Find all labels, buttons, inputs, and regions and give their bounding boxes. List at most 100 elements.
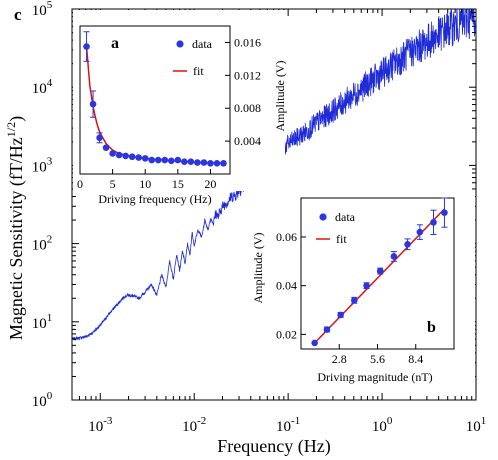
main-y-tick-label: 103 [32,155,53,175]
inset-b-label: b [427,319,436,336]
inset-a-data-point [96,134,103,142]
inset-a-data-point [174,156,182,164]
inset-a-legend-data-marker [176,40,184,48]
main-x-tick-base: 10 [372,419,387,435]
inset-a-data-point [220,160,227,167]
inset-b-data-point [430,219,437,226]
main-y-tick-label: 100 [32,390,53,410]
main-y-axis-label-text: Magnetic Sensitivity (fT/Hz [6,137,27,340]
inset-a-data-point [141,155,149,162]
inset-b-background [250,192,475,390]
main-y-axis-label: Magnetic Sensitivity (fT/Hz1/2) [4,116,27,340]
main-y-axis-label-sup: 1/2 [4,122,18,137]
inset-b-x-tick-label: 8.4 [408,352,423,366]
main-y-tick-base: 10 [32,316,47,332]
main-y-tick-exp: 2 [47,234,53,246]
inset-a-data-point [168,157,175,165]
inset-a-data-point [115,151,123,159]
inset-b-data-point [323,326,331,333]
inset-a-data-point [200,159,208,166]
main-y-tick-base: 10 [32,394,47,410]
inset-a-x-axis-label: Driving frequency (Hz) [98,192,211,206]
inset-a-ticks: 0 5 10 15 20 0.004 0.008 0.012 0.016 [77,35,261,191]
main-y-tick-exp: 5 [47,0,53,11]
inset-b-data-point [311,339,318,347]
inset-b-data-point [350,296,358,304]
inset-a-plot-frame [79,25,231,175]
inset-b-data-point [363,282,370,289]
inset-a-y-axis-label: Amplitude (V) [273,61,287,132]
inset-a-data-point [181,158,188,165]
inset-a-x-tick-label: 5 [110,177,116,191]
main-x-tick-exp: -2 [197,415,206,427]
inset-a-y-tick-label: 0.012 [234,68,261,82]
main-x-tick-label: 10-2 [182,415,206,435]
main-y-tick-base: 10 [32,238,47,254]
inset-a-data-point [161,156,169,164]
inset-b-legend-data-label: data [335,210,356,224]
main-x-tick-exp: -1 [291,415,300,427]
inset-a-data-point [148,156,156,164]
inset-a-y-tick-label: 0.004 [234,134,261,148]
inset-a-data-point [109,150,116,157]
main-x-tick-label: 101 [466,415,487,435]
main-x-axis-label: Frequency (Hz) [217,436,330,457]
inset-a-data-point [187,158,195,165]
inset-a-data-point [102,144,110,151]
inset-a-y-tick-label: 0.016 [234,35,261,49]
inset-b-data-point [390,253,398,260]
inset-b-x-tick-label: 5.6 [370,352,385,366]
inset-a-data-point [135,154,142,161]
inset-a-data [83,31,227,167]
inset-a-legend-fit-label: fit [193,64,204,78]
main-y-tick-exp: 1 [47,312,53,324]
inset-a-x-tick-label: 20 [204,177,216,191]
inset-a-legend-data-label: data [192,37,213,51]
main-x-tick-label: 100 [372,415,393,435]
main-y-tick-exp: 3 [47,155,53,167]
main-y-axis-label-close: ) [6,116,27,122]
main-x-tick-exp: -3 [103,415,113,427]
main-x-tick-label: 10-3 [88,415,113,435]
inset-a-data-point [122,152,129,160]
inset-a-x-tick-label: 10 [139,177,151,191]
inset-b-data-point [404,240,411,248]
inset-b-x-axis-label: Driving magnitude (nT) [317,370,432,384]
main-y-tick-label: 104 [32,77,53,97]
main-y-tick-label: 101 [32,312,53,332]
inset-b-x-tick-label: 2.8 [332,352,347,366]
inset-b-legend-fit-label: fit [336,232,347,246]
main-x-tick-base: 10 [182,419,197,435]
inset-a-data-point [154,156,162,164]
main-y-tick-label: 102 [32,234,53,254]
inset-b-y-tick-label: 0.06 [276,230,297,244]
main-y-tick-exp: 4 [47,77,53,89]
main-x-tick-exp: 1 [481,415,487,427]
inset-b: 2.8 5.6 8.4 0.02 0.04 0.06 b data fit Driving… [250,192,475,390]
inset-a-data-point [89,100,97,108]
main-x-tick-label: 10-1 [276,415,300,435]
inset-b-y-tick-label: 0.04 [276,279,297,293]
main-y-tick-exp: 0 [47,390,53,402]
inset-a-x-tick-label: 0 [77,177,83,191]
main-y-tick-label: 105 [32,0,53,19]
inset-b-y-tick-label: 0.02 [276,327,297,341]
inset-a-y-tick-label: 0.008 [234,101,261,115]
inset-a-data-point [207,160,214,167]
inset-b-data [311,197,448,347]
inset-a-data-point [128,153,136,161]
main-x-tick-exp: 0 [387,415,393,427]
inset-a-data-point [213,160,221,167]
main-x-tick-base: 10 [466,419,481,435]
main-y-tick-base: 10 [32,3,47,19]
inset-b-data-point [376,267,384,275]
inset-b-ticks: 2.8 5.6 8.4 0.02 0.04 0.06 [276,230,423,366]
inset-b-data-point [441,209,448,216]
main-y-tick-base: 10 [32,159,47,175]
main-y-tick-base: 10 [32,81,47,97]
inset-b-data-point [337,311,344,319]
inset-a-label: a [111,35,119,52]
inset-a-data-point [83,43,90,50]
